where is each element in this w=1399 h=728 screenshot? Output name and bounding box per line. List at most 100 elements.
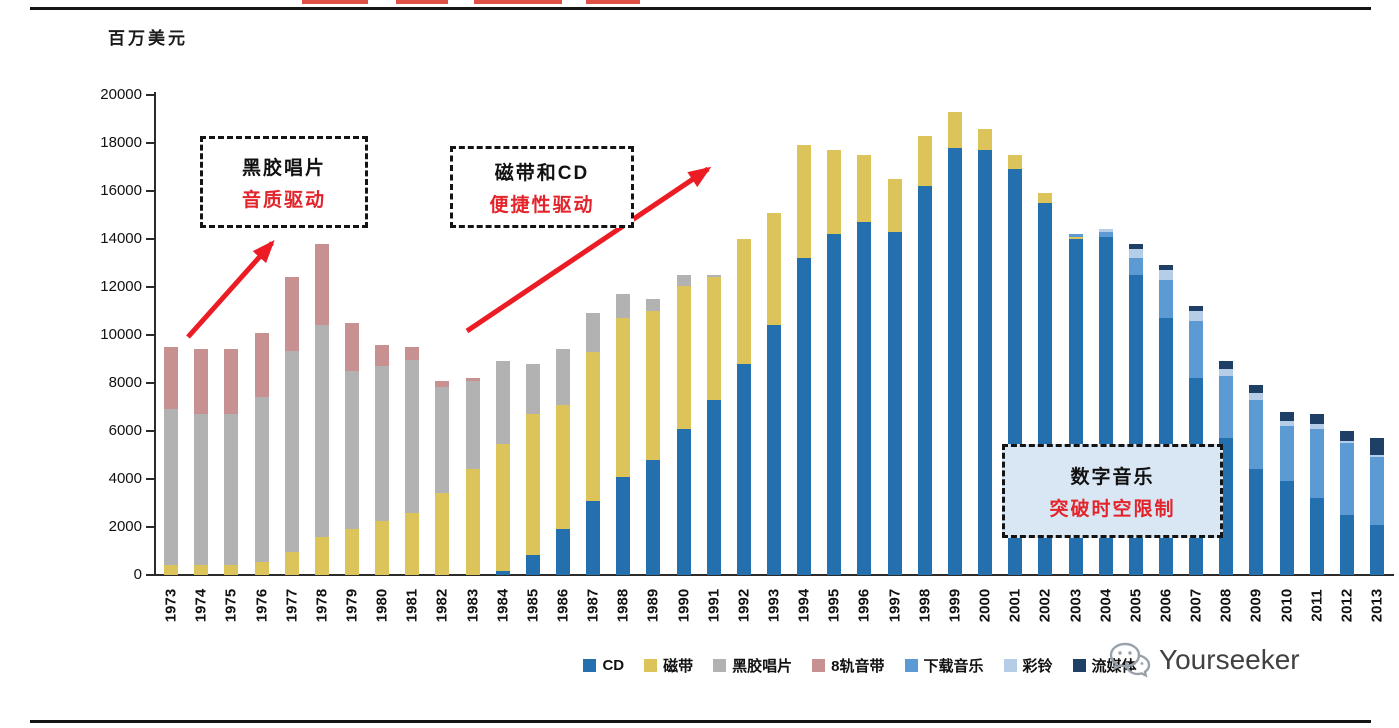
x-axis-label: 2001: [1006, 588, 1024, 623]
bar-segment-1982: [435, 380, 450, 387]
callout-cassette-cd-title: 磁带和CD: [494, 162, 590, 184]
x-axis-label: 1978: [313, 588, 331, 623]
legend-swatch: [713, 659, 727, 672]
y-axis-tick: [146, 334, 154, 336]
bar-segment-1995: [827, 150, 842, 235]
legend-item: 磁带: [644, 655, 693, 676]
bar-segment-1997: [887, 179, 902, 232]
legend: CD 磁带 黑胶唱片 8轨音带 下载音乐 彩铃 流媒体: [360, 655, 1360, 676]
legend-item: CD: [583, 657, 624, 674]
x-axis-label: 1991: [705, 588, 723, 623]
bar-segment-1992: [736, 363, 751, 575]
bar-segment-2007: [1189, 311, 1203, 321]
bar-segment-2011: [1309, 423, 1324, 429]
x-axis-label: 1984: [494, 588, 512, 623]
bar-segment-2010: [1279, 411, 1294, 422]
x-axis-label: 1977: [283, 588, 301, 623]
cropped-title-fragment: [302, 0, 368, 4]
bar-segment-2013: [1369, 457, 1384, 525]
bar-segment-2005: [1128, 243, 1143, 249]
legend-label: 8轨音带: [831, 658, 885, 675]
x-axis-label: 1988: [614, 588, 632, 623]
cropped-title-fragment: [474, 0, 562, 4]
bar-segment-1995: [827, 234, 842, 575]
bar-segment-1994: [797, 145, 812, 259]
x-axis-label: 2010: [1278, 588, 1295, 623]
y-axis-label: 6000: [108, 422, 142, 439]
bar-segment-1983: [465, 378, 480, 381]
bar-segment-1993: [767, 325, 781, 575]
y-axis-tick: [146, 238, 154, 240]
bar-segment-1973: [164, 409, 179, 566]
x-axis-label: 1983: [464, 588, 481, 623]
bar-segment-1985: [525, 414, 540, 555]
legend-label: 磁带: [663, 658, 694, 675]
legend-item: 下载音乐: [904, 655, 984, 676]
bar-segment-2009: [1249, 392, 1264, 400]
legend-item: 8轨音带: [812, 655, 885, 676]
legend-label: 下载音乐: [923, 658, 984, 675]
bar-segment-2012: [1339, 440, 1354, 443]
y-axis-tick: [146, 382, 154, 384]
bar-segment-2011: [1309, 498, 1324, 575]
y-axis-tick: [146, 142, 154, 144]
x-axis-label: 1995: [825, 588, 843, 623]
bottom-divider: [30, 720, 1371, 723]
bar-segment-1994: [797, 258, 812, 575]
bar-segment-1985: [525, 363, 540, 415]
watermark-text: Yourseeker: [1159, 644, 1300, 675]
bar-segment-2007: [1189, 320, 1203, 379]
x-axis-label: 1974: [192, 588, 210, 623]
bar-segment-1999: [947, 147, 962, 575]
y-axis-label: 0: [133, 566, 142, 583]
bar-segment-2012: [1339, 443, 1354, 515]
y-axis-tick: [146, 94, 154, 96]
bar-segment-2002: [1038, 193, 1053, 203]
bar-segment-2003: [1068, 236, 1083, 239]
bar-segment-2009: [1249, 399, 1264, 470]
bar-segment-1979: [345, 323, 359, 371]
bar-segment-1979: [345, 529, 359, 575]
bar-segment-1984: [495, 361, 510, 445]
callout-vinyl-title: 黑胶唱片: [241, 157, 326, 179]
bar-segment-1990: [676, 428, 691, 575]
bar-segment-1986: [556, 349, 570, 405]
x-axis-label: 2005: [1127, 588, 1145, 623]
bar-segment-1975: [224, 414, 239, 566]
bar-segment-1974: [194, 414, 209, 566]
bar-segment-1991: [706, 399, 721, 575]
x-axis-label: 1999: [946, 588, 964, 623]
bar-segment-1988: [616, 294, 631, 319]
bar-segment-2013: [1369, 438, 1384, 455]
x-axis-label: 1996: [855, 588, 873, 623]
bar-segment-1975: [224, 349, 239, 415]
bar-segment-1977: [284, 552, 299, 575]
callout-vinyl: 黑胶唱片 音质驱动: [200, 136, 368, 228]
y-axis-label: 14000: [100, 230, 142, 247]
bar-segment-1990: [676, 285, 691, 429]
bar-segment-1974: [194, 349, 209, 415]
bar-segment-1989: [646, 311, 661, 460]
bar-segment-1990: [676, 275, 691, 286]
x-axis-label: 2008: [1217, 588, 1235, 623]
x-axis-label: 1993: [765, 588, 783, 623]
bar-segment-2012: [1339, 515, 1354, 575]
legend-label: 流媒体: [1091, 658, 1137, 675]
bar-segment-1986: [556, 529, 570, 575]
bar-segment-1991: [706, 277, 721, 400]
callout-digital-title: 数字音乐: [1070, 466, 1155, 488]
bar-segment-1976: [254, 397, 269, 562]
bar-segment-1981: [405, 512, 420, 575]
bar-segment-2010: [1279, 481, 1294, 575]
x-axis-label: 1976: [253, 588, 270, 623]
bar-segment-2006: [1158, 279, 1173, 319]
bar-segment-1991: [706, 275, 721, 278]
bar-segment-2009: [1249, 469, 1264, 575]
callout-digital-subtitle: 突破时空限制: [1049, 498, 1176, 520]
bar-segment-1997: [887, 231, 902, 575]
bar-segment-1998: [917, 135, 932, 187]
bar-segment-1975: [224, 565, 239, 575]
y-axis-label: 8000: [108, 374, 142, 391]
x-axis-label: 1989: [644, 588, 662, 623]
bar-segment-1996: [857, 155, 872, 223]
